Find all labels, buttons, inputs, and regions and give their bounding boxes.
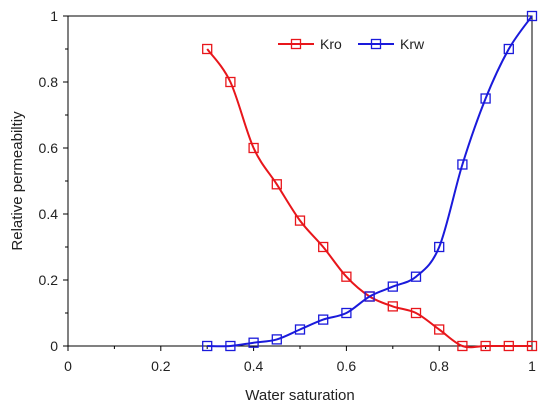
series-line-krw	[207, 15, 533, 348]
data-point-kro	[434, 324, 445, 335]
data-point-kro	[248, 142, 259, 154]
x-tick-label: 0.8	[429, 358, 449, 374]
data-point-krw	[364, 291, 375, 302]
series-kro	[202, 43, 538, 352]
y-axis-title: Relative permeabiltiy	[9, 111, 26, 251]
data-point-kro	[503, 340, 514, 352]
y-tick-label: 0.6	[39, 140, 59, 156]
data-point-krw	[480, 93, 491, 104]
data-point-krw	[387, 281, 398, 292]
data-point-krw	[294, 324, 306, 335]
legend-marker-kro	[290, 38, 302, 50]
legend-label-krw: Krw	[400, 36, 425, 52]
data-point-krw	[248, 337, 259, 348]
data-point-krw	[457, 159, 468, 170]
data-point-krw	[341, 307, 352, 319]
x-tick-label: 0	[64, 358, 72, 374]
data-point-krw	[271, 334, 282, 345]
data-point-kro	[410, 307, 422, 319]
plot-frame	[67, 15, 533, 347]
data-point-kro	[318, 241, 329, 253]
x-tick-label: 0.6	[337, 358, 357, 374]
legend-label-kro: Kro	[320, 36, 342, 52]
axes: 0 0.2 0.4 0.6 0.8 1 0 0.2 0.4 0.6 0.8 1	[39, 8, 537, 374]
y-tick-label: 0.8	[39, 74, 59, 90]
legend-item-kro: Kro	[278, 36, 342, 52]
data-point-krw	[434, 241, 445, 253]
data-point-kro	[202, 43, 213, 55]
data-point-krw	[318, 314, 329, 325]
data-point-kro	[526, 340, 538, 352]
series-krw	[202, 10, 538, 352]
data-point-krw	[202, 340, 213, 352]
data-point-kro	[457, 340, 468, 352]
data-point-krw	[225, 340, 236, 352]
series-layer	[202, 10, 538, 352]
data-point-kro	[294, 215, 306, 226]
data-point-krw	[526, 10, 538, 22]
y-tick-label: 1	[50, 8, 58, 24]
y-tick-label: 0.4	[39, 206, 59, 222]
data-point-kro	[480, 340, 491, 352]
legend: Kro Krw	[278, 36, 425, 52]
x-axis-title: Water saturation	[245, 387, 355, 404]
x-tick-label: 0.4	[244, 358, 264, 374]
data-point-kro	[341, 271, 352, 282]
y-tick-label: 0.2	[39, 272, 59, 288]
legend-marker-krw	[370, 38, 382, 50]
data-point-kro	[271, 179, 282, 190]
data-point-krw	[410, 271, 422, 282]
y-tick-label: 0	[50, 338, 58, 354]
legend-item-krw: Krw	[358, 36, 425, 52]
x-tick-label: 0.2	[151, 358, 171, 374]
plot-area	[67, 15, 533, 347]
x-tick-label: 1	[528, 358, 536, 374]
data-point-kro	[225, 76, 236, 88]
data-point-kro	[387, 301, 398, 312]
data-point-krw	[503, 43, 514, 55]
